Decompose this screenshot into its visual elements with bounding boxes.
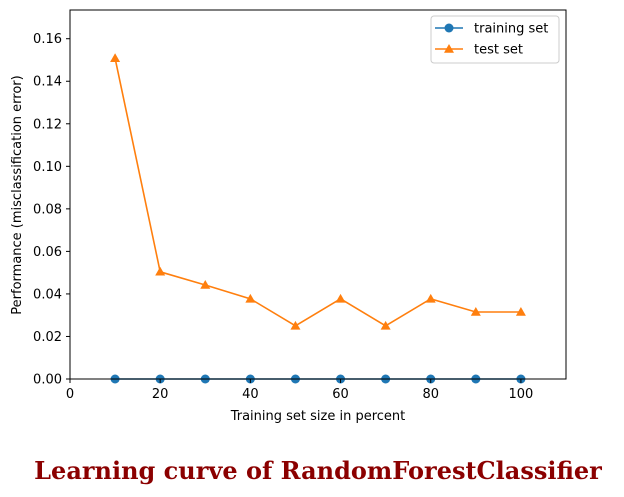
y-tick-label: 0.12 [33, 117, 62, 132]
legend-marker-training-set [444, 23, 454, 33]
figure-caption: Learning curve of RandomForestClassifier [34, 456, 602, 485]
x-tick-label: 20 [152, 387, 169, 402]
y-axis-label: Performance (misclassification error) [10, 75, 25, 314]
test-set-point [470, 307, 481, 316]
y-tick-label: 0.14 [33, 75, 62, 90]
y-tick-label: 0.04 [33, 287, 62, 302]
x-tick-label: 100 [508, 387, 533, 402]
test-set-point [515, 307, 526, 316]
y-tick-label: 0.00 [33, 373, 62, 388]
test-set-point [380, 320, 391, 330]
x-tick-label: 80 [422, 387, 439, 402]
test-set-point [245, 293, 256, 303]
y-tick-label: 0.10 [33, 160, 62, 175]
learning-curve-chart: 0 20 40 60 80 100 0.00 0.02 0.04 0.06 0.08 0.10 0.12… [10, 9, 567, 424]
x-tick-label: 0 [66, 387, 74, 402]
test-set-point [335, 293, 346, 303]
plot-frame [69, 9, 567, 380]
test-set-point [290, 320, 301, 330]
test-set-point [425, 293, 436, 303]
y-tick-label: 0.02 [33, 330, 62, 345]
test-set-line [114, 58, 521, 327]
axis-ticks: 0 20 40 60 80 100 0.00 0.02 0.04 0.06 0.08 0.10 0.12… [33, 32, 533, 402]
legend: training set test set [430, 15, 560, 64]
test-set-point [200, 279, 211, 289]
y-tick-label: 0.08 [33, 202, 62, 217]
x-tick-label: 60 [332, 387, 349, 402]
legend-marker-test-set [444, 44, 454, 53]
test-set-point [110, 53, 121, 63]
x-tick-label: 40 [242, 387, 259, 402]
y-tick-label: 0.06 [33, 245, 62, 260]
legend-label-test-set: test set [474, 43, 523, 58]
test-set-point [155, 266, 166, 276]
x-axis-label: Training set size in percent [230, 409, 406, 424]
y-tick-label: 0.16 [33, 32, 62, 47]
legend-label-training-set: training set [474, 22, 548, 37]
plot-marks [110, 53, 526, 384]
